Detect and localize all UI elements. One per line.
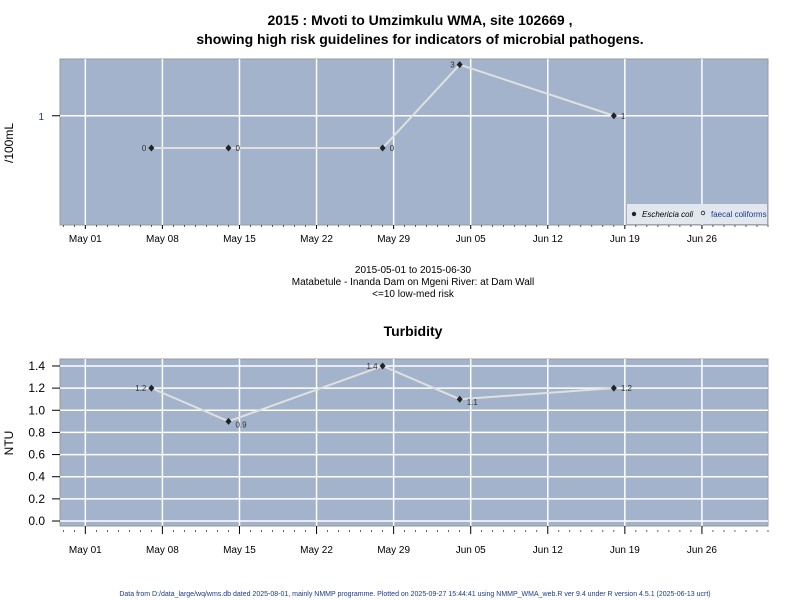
legend-entry-ecoli: Eschericia coli	[642, 210, 693, 219]
x-tick-label: May 15	[223, 545, 256, 556]
chart-subtitle: showing high risk guidelines for indicat…	[196, 31, 643, 47]
y-tick-label: 0.0	[28, 514, 45, 528]
data-point	[225, 417, 232, 425]
data-label: 1	[621, 112, 626, 121]
y-tick-label: 0.6	[28, 448, 45, 462]
y-tick-label: 1.0	[28, 403, 45, 417]
y-tick-label: 0.4	[28, 470, 45, 484]
x-tick-label: Jun 12	[533, 234, 563, 245]
data-label: 0.9	[235, 420, 247, 429]
data-label: 1.2	[621, 384, 633, 393]
legend-marker-faecal	[700, 210, 706, 216]
chart-title: 2015 : Mvoti to Umzimkulu WMA, site 1026…	[268, 12, 573, 28]
data-point	[456, 395, 463, 403]
data-point	[379, 144, 386, 152]
footer-note: Data from D:/data_large/wq/wms.db dated …	[119, 591, 710, 598]
legend-entry-faecal: faecal coliforms	[711, 210, 767, 219]
plot-panel-1	[59, 358, 769, 527]
legend-marker-ecoli	[631, 211, 637, 217]
data-label: 1.1	[467, 398, 479, 407]
data-point	[610, 384, 617, 392]
legend-box	[627, 204, 767, 224]
plot-panel-0	[59, 58, 769, 226]
x-tick-label: Jun 19	[610, 234, 640, 245]
data-label: 1.2	[135, 384, 147, 393]
x-tick-label: May 29	[377, 545, 410, 556]
risk-label: <=10 low-med risk	[372, 289, 455, 300]
data-point	[225, 144, 232, 152]
x-tick-label: May 08	[146, 234, 179, 245]
data-point	[148, 144, 155, 152]
x-tick-label: May 08	[146, 545, 179, 556]
data-label: 3	[450, 61, 455, 70]
data-label: 1.4	[366, 362, 378, 371]
y-axis-label-bottom: NTU	[2, 431, 16, 456]
y-tick-label: 1.4	[28, 359, 45, 373]
data-label: 0	[142, 144, 147, 153]
data-point	[610, 112, 617, 120]
x-tick-label: Jun 19	[610, 545, 640, 556]
y-tick-label: 1	[38, 112, 44, 123]
y-tick-label: 1.2	[28, 381, 45, 395]
x-tick-label: Jun 05	[456, 545, 486, 556]
x-tick-label: May 01	[69, 545, 102, 556]
x-tick-label: May 29	[377, 234, 410, 245]
x-tick-label: May 15	[223, 234, 256, 245]
data-label: 0	[390, 144, 395, 153]
data-point	[148, 384, 155, 392]
x-tick-label: Jun 12	[533, 545, 563, 556]
date-range: 2015-05-01 to 2015-06-30	[355, 265, 472, 276]
x-tick-label: May 22	[300, 545, 333, 556]
y-axis-label-top: /100mL	[2, 123, 16, 163]
data-label: 0	[235, 144, 240, 153]
y-tick-label: 0.2	[28, 492, 45, 506]
data-point	[379, 362, 386, 370]
x-tick-label: May 22	[300, 234, 333, 245]
site-name: Matabetule - Inanda Dam on Mgeni River: …	[292, 277, 535, 288]
x-tick-label: Jun 26	[687, 234, 717, 245]
turbidity-title: Turbidity	[384, 323, 443, 339]
x-tick-label: Jun 26	[687, 545, 717, 556]
x-tick-label: May 01	[69, 234, 102, 245]
legend: Eschericia coli faecal coliforms	[627, 204, 767, 224]
y-tick-label: 0.8	[28, 425, 45, 439]
x-tick-label: Jun 05	[456, 234, 486, 245]
data-point	[456, 61, 463, 69]
